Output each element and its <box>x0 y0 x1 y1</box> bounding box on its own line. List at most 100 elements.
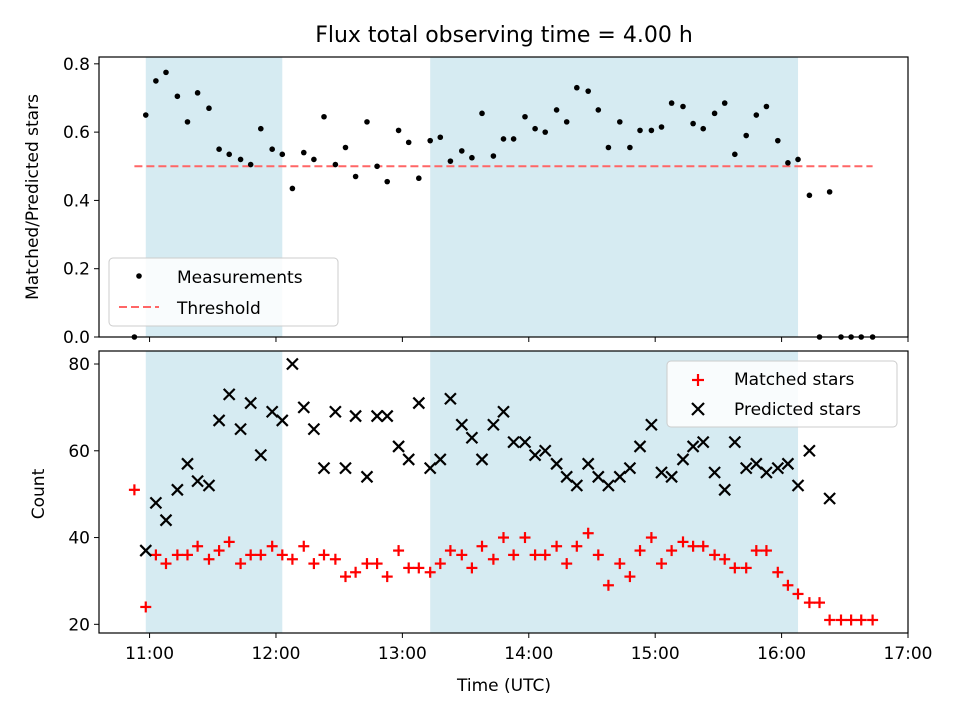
measurement-point <box>795 156 801 163</box>
matched-star-point <box>614 558 626 570</box>
predicted-star-point <box>645 418 658 432</box>
predicted-star-point <box>286 357 299 371</box>
measurement-point <box>585 88 591 94</box>
predicted-star-stroke-b <box>423 461 437 475</box>
predicted-star-point <box>475 453 489 466</box>
predicted-star-stroke-b <box>760 466 773 479</box>
predicted-star-point <box>771 461 785 475</box>
predicted-star-stroke-b <box>623 461 637 475</box>
bottom-shaded-interval-0 <box>145 351 283 633</box>
matched-star-point <box>498 532 509 544</box>
matched-star-point <box>192 540 204 552</box>
predicted-star-stroke-b <box>739 461 753 475</box>
top-plot-frame <box>98 56 909 338</box>
predicted-star-point <box>139 544 153 557</box>
predicted-star-point <box>181 457 194 471</box>
matched-star-point <box>824 614 836 626</box>
predicted-star-stroke-b <box>444 392 457 406</box>
measurement-point <box>352 173 359 180</box>
matched-star-point <box>582 527 594 539</box>
matched-star-point <box>255 549 267 561</box>
predicted-star-stroke-b <box>191 474 204 488</box>
predicted-star-point <box>202 479 216 492</box>
matched-star-point <box>339 571 351 583</box>
predicted-star-stroke-b <box>645 418 658 432</box>
predicted-star-stroke-b <box>392 440 405 453</box>
matched-star-point <box>814 597 826 609</box>
predicted-star-point <box>696 435 710 449</box>
predicted-star-point <box>487 418 500 432</box>
predicted-star-point <box>360 470 374 484</box>
measurement-point <box>826 189 833 195</box>
predicted-star-stroke-b <box>803 444 816 458</box>
matched-stars-points <box>128 484 879 626</box>
measurement-point <box>247 161 254 168</box>
predicted-star-point <box>791 479 805 492</box>
predicted-star-point <box>244 396 257 410</box>
matched-star-point <box>666 545 678 557</box>
matched-star-point <box>624 571 636 583</box>
measurement-point <box>226 151 232 158</box>
matched-star-point <box>602 579 614 591</box>
top-y-tick-label: 0.4 <box>63 191 90 211</box>
predicted-star-stroke-b <box>550 457 563 471</box>
matched-star-point <box>413 562 425 574</box>
measurement-point <box>469 154 475 161</box>
predicted-star-stroke-b <box>139 544 153 557</box>
predicted-star-stroke-b <box>633 440 647 453</box>
bottom-x-axis: 11:00 12:00 13:00 14:00 15:00 16:00 17:00 <box>125 633 933 664</box>
predicted-star-stroke-b <box>538 444 552 458</box>
legend-matched-label: Matched stars <box>734 370 854 390</box>
predicted-star-stroke-b <box>676 453 690 466</box>
measurement-point <box>668 100 675 106</box>
matched-star-point <box>329 553 341 565</box>
matched-star-point <box>476 540 488 552</box>
predicted-star-stroke-b <box>339 461 352 475</box>
matched-star-point <box>772 566 784 578</box>
matched-star-point <box>561 558 573 570</box>
measurement-point <box>763 103 770 110</box>
predicted-star-point <box>550 457 563 471</box>
predicted-star-stroke-b <box>412 396 426 410</box>
predicted-star-stroke-b <box>581 457 595 471</box>
predicted-star-point <box>497 405 510 419</box>
predicted-star-stroke-b <box>222 388 236 401</box>
predicted-star-stroke-b <box>244 396 257 410</box>
predicted-star-point <box>307 422 321 436</box>
predicted-star-point <box>613 470 627 484</box>
bottom-legend-box <box>666 360 898 428</box>
predicted-star-stroke-b <box>592 470 605 484</box>
predicted-star-stroke-b <box>528 448 542 462</box>
matched-star-point <box>792 588 804 600</box>
measurement-point <box>300 149 307 156</box>
predicted-star-point <box>191 474 204 488</box>
predicted-star-stroke-b <box>750 457 763 471</box>
top-panel: 0.00.20.40.60.8 Matched/Predicted stars … <box>23 55 909 348</box>
matched-star-point <box>539 549 551 561</box>
measurement-point <box>553 107 560 113</box>
top-shaded-intervals <box>145 57 799 337</box>
predicted-star-stroke-b <box>602 479 615 492</box>
measurement-point <box>279 151 286 158</box>
measurement-point <box>532 125 538 132</box>
predicted-star-stroke-b <box>181 457 194 471</box>
predicted-stars-points <box>139 357 836 557</box>
measurement-point <box>153 78 159 84</box>
matched-star-point <box>867 614 879 626</box>
measurement-point <box>743 132 749 139</box>
matched-star-point <box>308 558 320 570</box>
matched-star-point <box>551 540 563 552</box>
predicted-star-stroke-b <box>718 483 731 497</box>
legend-measurements-marker <box>136 273 142 279</box>
measurement-point <box>395 127 402 134</box>
bottom-y-tick-label: 20 <box>68 615 90 635</box>
predicted-star-point <box>171 483 184 497</box>
matched-star-point <box>424 566 436 578</box>
measurement-point <box>637 127 643 134</box>
top-y-tick-label: 0.6 <box>63 123 90 143</box>
predicted-star-stroke-b <box>171 483 184 497</box>
predicted-star-point <box>708 466 721 479</box>
measurement-point <box>595 107 602 113</box>
measurement-point <box>658 124 665 130</box>
predicted-star-point <box>528 448 542 462</box>
